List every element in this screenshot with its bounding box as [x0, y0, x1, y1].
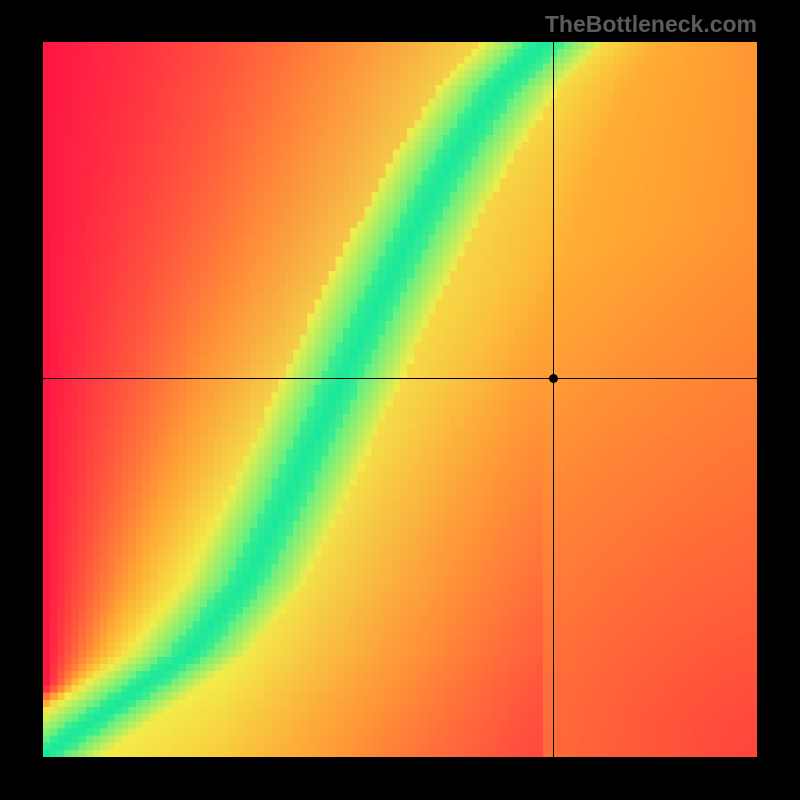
crosshair-marker	[549, 374, 558, 383]
crosshair-vertical	[553, 42, 554, 757]
bottleneck-heatmap	[43, 42, 757, 757]
watermark-text: TheBottleneck.com	[545, 11, 757, 38]
crosshair-horizontal	[43, 378, 757, 379]
